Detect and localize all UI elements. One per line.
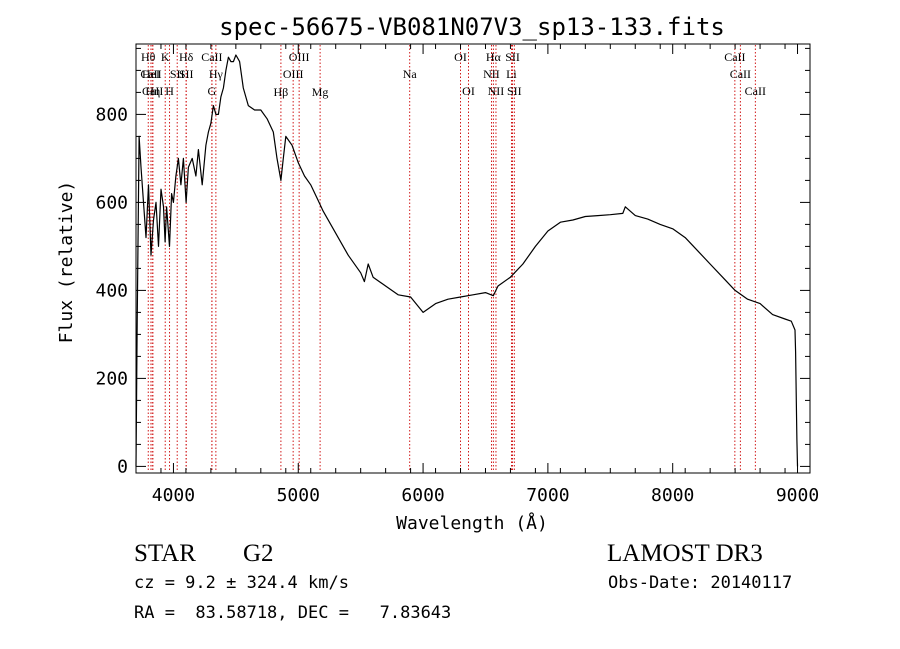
y-axis: 0 200 400 600 800 bbox=[95, 47, 810, 477]
emission-line-label: OI bbox=[462, 84, 475, 98]
emission-line-label: OI bbox=[454, 50, 467, 64]
plot-area-frame bbox=[135, 43, 811, 474]
emission-line-markers bbox=[147, 45, 756, 472]
emission-line-label: CaII bbox=[201, 50, 222, 64]
y-tick-label: 600 bbox=[95, 192, 128, 213]
object-class: STAR bbox=[134, 540, 196, 567]
x-tick-label: 8000 bbox=[651, 485, 694, 506]
emission-line-label: CaII bbox=[724, 50, 745, 64]
emission-line-label: CaII bbox=[745, 84, 766, 98]
observation-date: Obs-Date: 20140117 bbox=[608, 573, 793, 593]
y-tick-label: 0 bbox=[117, 456, 128, 477]
emission-line-label: SII bbox=[507, 84, 522, 98]
y-tick-label: 200 bbox=[95, 368, 128, 389]
emission-line-label: HeI bbox=[142, 67, 160, 81]
emission-line-label: SII bbox=[179, 67, 194, 81]
emission-line-label: CaII bbox=[142, 84, 163, 98]
emission-line-label: Hα bbox=[486, 50, 502, 64]
object-subclass: G2 bbox=[243, 540, 274, 567]
emission-line-label: Mg bbox=[312, 85, 329, 99]
emission-line-label: OIII bbox=[289, 50, 310, 64]
emission-line-label: CaII bbox=[140, 67, 161, 81]
x-axis-label: Wavelength (Å) bbox=[396, 512, 548, 534]
chart-title: spec-56675-VB081N07V3_sp13-133.fits bbox=[219, 13, 725, 41]
x-tick-label: 5000 bbox=[277, 485, 320, 506]
x-tick-label: 7000 bbox=[526, 485, 569, 506]
emission-line-label: H bbox=[165, 84, 174, 98]
emission-line-label: G bbox=[208, 84, 217, 98]
emission-line-label: Hδ bbox=[179, 50, 194, 64]
emission-line-label: NII bbox=[488, 84, 505, 98]
sky-coordinates: RA = 83.58718, DEC = 7.83643 bbox=[134, 603, 452, 623]
emission-line-label: SII bbox=[505, 50, 520, 64]
emission-line-label: Hη bbox=[145, 84, 160, 98]
emission-line-label: Hθ bbox=[141, 50, 156, 64]
spectrum-series bbox=[135, 54, 799, 467]
emission-line-label: K bbox=[161, 50, 170, 64]
emission-line-label: SII bbox=[170, 67, 185, 81]
emission-line-label: Na bbox=[403, 67, 418, 81]
emission-line-label: CaII bbox=[730, 67, 751, 81]
y-tick-label: 400 bbox=[95, 280, 128, 301]
emission-line-label: Li bbox=[506, 67, 517, 81]
emission-line-label: OIII bbox=[283, 67, 304, 81]
spectrum-line bbox=[135, 54, 799, 467]
x-axis: 4000 5000 6000 7000 8000 9000 bbox=[135, 44, 819, 506]
emission-line-label: Hγ bbox=[209, 67, 224, 81]
redshift-velocity: cz = 9.2 ± 324.4 km/s bbox=[134, 573, 349, 593]
y-axis-label: Flux (relative) bbox=[56, 181, 77, 344]
y-tick-label: 800 bbox=[95, 104, 128, 125]
x-tick-label: 4000 bbox=[152, 485, 195, 506]
emission-line-label: NII bbox=[483, 67, 500, 81]
x-tick-label: 9000 bbox=[776, 485, 819, 506]
emission-line-label: Hβ bbox=[274, 85, 289, 99]
survey-name: LAMOST DR3 bbox=[607, 540, 763, 567]
x-tick-label: 6000 bbox=[401, 485, 444, 506]
